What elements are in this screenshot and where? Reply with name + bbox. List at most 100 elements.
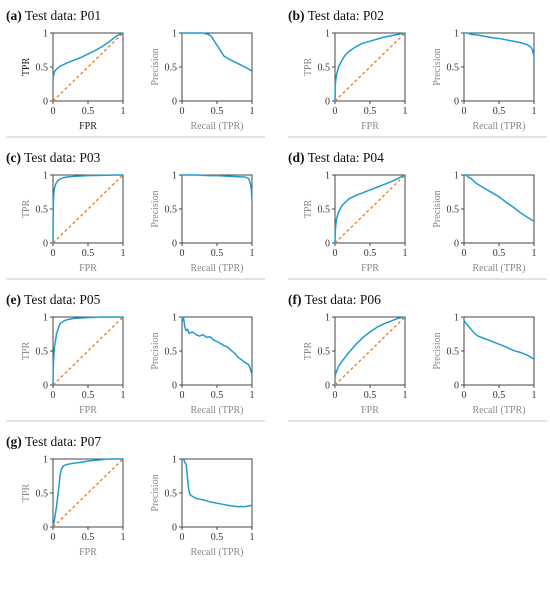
panel-title-text: Test data: P07 (22, 434, 102, 449)
pr-y-tick-label: 1 (454, 29, 459, 40)
roc-y-axis-label: TPR (303, 58, 314, 77)
roc-x-axis-label: FPR (79, 263, 97, 274)
roc-chance-diagonal (52, 32, 124, 102)
pr-y-tick-label: 0.5 (165, 347, 178, 358)
roc-y-axis-label: TPR (21, 484, 32, 503)
pr-x-tick-label: 0 (462, 248, 467, 259)
roc-y-tick-label: 0.5 (36, 63, 49, 74)
pr-plot-frame (463, 174, 535, 244)
pr-x-tick-label: 0 (180, 248, 185, 259)
roc-y-tick-label: 0.5 (36, 205, 49, 216)
panel-title: (g) Test data: P07 (6, 434, 101, 449)
pr-y-axis-label: Precision (150, 332, 161, 369)
panel-title-text: Test data: P01 (22, 8, 101, 23)
pr-curve-series (463, 319, 535, 360)
pr-curve-series (182, 32, 253, 72)
roc-curve-series (52, 458, 123, 528)
pr-curve-series (464, 32, 535, 57)
roc-x-tick-label: 0 (333, 106, 338, 117)
pr-x-tick-label: 0 (462, 106, 467, 117)
roc-x-axis-label: FPR (79, 121, 97, 132)
pr-y-tick-label: 0 (454, 97, 459, 108)
pr-y-tick-label: 0 (454, 239, 459, 250)
pr-x-axis-label: Recall (TPR) (472, 121, 525, 132)
roc-x-tick-label: 1 (121, 390, 126, 401)
pr-y-axis-label: Precision (432, 190, 443, 227)
roc-x-tick-label: 1 (403, 248, 408, 259)
roc-x-tick-label: 0.5 (82, 106, 95, 117)
pr-x-tick-label: 1 (532, 106, 537, 117)
roc-y-tick-label: 0 (325, 239, 330, 250)
panel-p07: (g) Test data: P07 0 0.5 1 0 0.5 1 FPR TPR 0 0.5 1 0… (6, 434, 255, 558)
panel-label: (a) (6, 8, 22, 23)
roc-y-tick-label: 1 (43, 29, 48, 40)
pr-y-tick-label: 0.5 (165, 205, 178, 216)
pr-curve-series (182, 174, 253, 201)
pr-x-tick-label: 0.5 (493, 248, 506, 259)
pr-y-tick-label: 0 (454, 381, 459, 392)
pr-y-tick-label: 1 (454, 313, 459, 324)
roc-x-tick-label: 0 (51, 390, 56, 401)
pr-y-tick-label: 0.5 (165, 63, 178, 74)
roc-y-tick-label: 1 (325, 29, 330, 40)
roc-y-axis-label: TPR (21, 200, 32, 219)
panel-title-text: Test data: P05 (21, 292, 101, 307)
roc-x-axis-label: FPR (361, 405, 379, 416)
pr-y-tick-label: 0.5 (447, 63, 460, 74)
pr-y-tick-label: 1 (172, 29, 177, 40)
panel-p06: (f) Test data: P06 0 0.5 1 0 0.5 1 FPR TPR 0 0.5 1 0… (288, 292, 547, 422)
roc-y-tick-label: 1 (43, 313, 48, 324)
pr-x-axis-label: Recall (TPR) (190, 121, 243, 132)
panel-title-text: Test data: P06 (302, 292, 382, 307)
roc-y-tick-label: 0 (325, 97, 330, 108)
roc-x-tick-label: 0.5 (82, 532, 95, 543)
panel-p01: (a) Test data: P01 0 0.5 1 0 0.5 1 FPR TPR 0 0.5 1 0… (6, 8, 265, 138)
panel-title-text: Test data: P02 (305, 8, 384, 23)
roc-y-tick-label: 1 (325, 313, 330, 324)
panel-p05: (e) Test data: P05 0 0.5 1 0 0.5 1 FPR TPR 0 0.5 1 0… (6, 292, 265, 422)
roc-x-tick-label: 0.5 (364, 106, 377, 117)
roc-curve-series (52, 316, 123, 386)
pr-x-tick-label: 0 (180, 532, 185, 543)
roc-y-tick-label: 0 (43, 381, 48, 392)
pr-x-tick-label: 0.5 (211, 106, 224, 117)
pr-y-tick-label: 1 (172, 171, 177, 182)
panel-p03: (c) Test data: P03 0 0.5 1 0 0.5 1 FPR TPR 0 0.5 1 0… (6, 150, 265, 280)
roc-y-tick-label: 1 (43, 171, 48, 182)
roc-y-axis-label: TPR (303, 200, 314, 219)
roc-y-axis-label: TPR (21, 58, 32, 77)
pr-y-axis-label: Precision (150, 48, 161, 85)
panel-label: (e) (6, 292, 21, 307)
pr-y-tick-label: 0 (172, 523, 177, 534)
roc-y-tick-label: 0.5 (318, 63, 331, 74)
pr-y-axis-label: Precision (432, 332, 443, 369)
pr-x-axis-label: Recall (TPR) (190, 263, 243, 274)
roc-y-tick-label: 1 (43, 455, 48, 466)
pr-y-tick-label: 0.5 (165, 489, 178, 500)
pr-x-axis-label: Recall (TPR) (190, 547, 243, 558)
roc-chance-diagonal (52, 458, 124, 528)
roc-y-tick-label: 0 (43, 239, 48, 250)
pr-x-tick-label: 0 (180, 106, 185, 117)
pr-y-tick-label: 1 (454, 171, 459, 182)
roc-y-axis-label: TPR (303, 342, 314, 361)
roc-y-tick-label: 0 (43, 523, 48, 534)
panel-label: (f) (288, 292, 302, 307)
roc-curve-series (52, 32, 124, 81)
pr-x-tick-label: 0.5 (211, 532, 224, 543)
panel-label: (g) (6, 434, 22, 449)
roc-chance-diagonal (334, 32, 406, 102)
roc-x-tick-label: 0.5 (82, 390, 95, 401)
panel-label: (d) (288, 150, 305, 165)
pr-x-tick-label: 0.5 (493, 106, 506, 117)
pr-plot-frame (181, 174, 253, 244)
pr-x-axis-label: Recall (TPR) (472, 263, 525, 274)
roc-x-axis-label: FPR (361, 121, 379, 132)
panel-title: (c) Test data: P03 (6, 150, 101, 165)
pr-curve-series (182, 458, 253, 508)
roc-x-tick-label: 0.5 (364, 390, 377, 401)
pr-x-tick-label: 1 (532, 248, 537, 259)
roc-curve-series (334, 316, 406, 379)
pr-y-axis-label: Precision (150, 474, 161, 511)
